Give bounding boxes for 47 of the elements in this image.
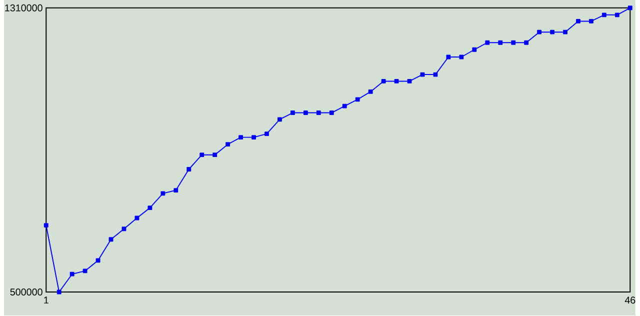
point — [459, 54, 464, 60]
point — [368, 90, 373, 94]
point — [238, 135, 243, 140]
point — [108, 237, 114, 242]
point — [537, 30, 542, 34]
point — [200, 152, 204, 158]
point — [602, 12, 606, 18]
point — [394, 79, 399, 84]
point — [186, 167, 192, 172]
point — [56, 290, 62, 294]
point — [316, 110, 321, 116]
point — [498, 40, 503, 45]
x-tick-label: 1 — [44, 296, 48, 304]
point — [576, 19, 580, 24]
point — [44, 223, 48, 228]
y-tick-label: 1310000 — [5, 4, 42, 12]
point — [96, 258, 100, 263]
point — [524, 40, 529, 45]
point — [628, 6, 632, 10]
point — [472, 48, 477, 52]
point — [160, 191, 166, 196]
point — [122, 226, 126, 232]
point — [550, 30, 554, 34]
point — [329, 110, 334, 116]
point — [264, 132, 269, 136]
point — [82, 268, 88, 274]
point — [614, 12, 620, 18]
point — [174, 188, 178, 193]
point — [381, 79, 386, 84]
point — [342, 104, 347, 108]
point — [252, 135, 256, 140]
x-tick-label: 46 — [624, 296, 636, 304]
point — [355, 97, 360, 102]
point — [226, 142, 230, 147]
point — [290, 110, 295, 116]
point — [485, 40, 490, 45]
point — [148, 206, 152, 210]
y-tick-label: 500000 — [10, 288, 42, 296]
point — [511, 40, 516, 45]
point — [588, 19, 594, 24]
point — [407, 79, 412, 84]
point — [212, 152, 218, 158]
point — [303, 110, 308, 116]
point — [446, 54, 451, 60]
point — [563, 30, 568, 34]
point — [278, 117, 282, 122]
point — [70, 272, 74, 276]
